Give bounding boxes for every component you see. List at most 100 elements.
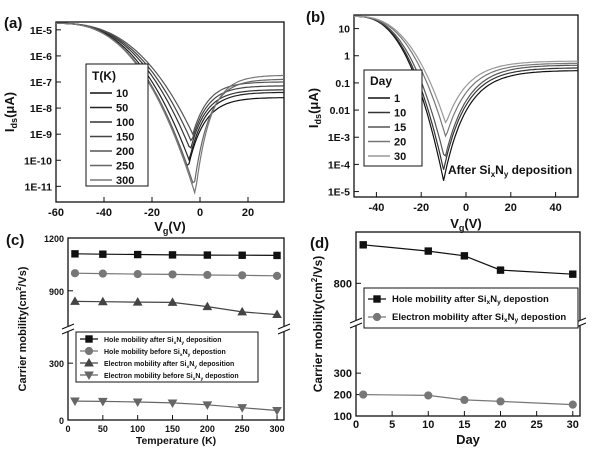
curve-series-1 — [354, 15, 578, 181]
legend-label: 20 — [394, 137, 406, 149]
y-tick-label: 0.1 — [335, 78, 350, 90]
panel-d-label: (d) — [310, 235, 329, 252]
x-tick-label: 150 — [165, 424, 180, 434]
legend-label: 10 — [394, 108, 406, 120]
x-tick-label: 300 — [270, 424, 285, 434]
y-tick-label: 1E-5 — [30, 25, 52, 37]
panel-d: (d) 100 200 300 800 0 5 10 15 20 25 30 Day Carrier… — [310, 231, 587, 447]
legend-label: 100 — [116, 117, 134, 129]
y-tick-label: 1E-10 — [24, 155, 52, 167]
marker-circle — [424, 391, 433, 400]
marker-square — [99, 250, 107, 258]
panel-c: (c) 0 300 900 1200 0 50 100 150 200 250 300 Temper… — [6, 232, 291, 447]
marker-square — [424, 247, 432, 255]
legend-label: Electron mobility after SixNy deposition — [104, 361, 234, 370]
y-tick-label: 1200 — [44, 234, 64, 244]
y-tick-label: 1E-11 — [25, 181, 53, 193]
marker-square — [359, 241, 367, 249]
marker-triangle-up — [202, 301, 213, 311]
panel-b-legend-title: Day — [370, 74, 392, 88]
x-tick-label: -40 — [368, 202, 384, 214]
marker-triangle-up — [132, 297, 143, 306]
legend-label: 150 — [116, 132, 134, 144]
panel-a-label: (a) — [4, 15, 22, 32]
curve-series-200 — [56, 22, 284, 136]
x-tick-label: -60 — [48, 207, 64, 219]
panel-c-break-gap-left — [62, 326, 74, 332]
panel-a-ylabel: Ids(μA) — [2, 92, 19, 132]
x-tick-label: 10 — [422, 419, 434, 431]
marker-square — [460, 252, 469, 260]
marker-triangle-down — [84, 371, 94, 381]
marker-square — [85, 335, 93, 343]
legend-label: 300 — [116, 175, 134, 187]
panel-a-legend: T(K) 10 50 100 150 200 250 300 — [85, 63, 149, 187]
panel-b-xlabel: Vg(V) — [450, 216, 482, 233]
y-tick-label: 1E-8 — [30, 103, 52, 115]
marker-square — [168, 251, 177, 259]
panel-c-label: (c) — [6, 232, 24, 249]
panel-d-break-mark-left-bottom — [349, 322, 363, 329]
y-tick-label: 100 — [334, 411, 352, 423]
panel-c-legend-box — [75, 331, 259, 383]
curve-series-30 — [354, 15, 578, 124]
series-line-3 — [74, 400, 278, 412]
panel-b-annotation: After SixNy deposition — [448, 163, 572, 179]
y-tick-label: 0 — [59, 416, 64, 426]
marker-square — [569, 270, 577, 278]
marker-triangle-down — [272, 407, 282, 416]
marker-triangle-down — [167, 399, 178, 408]
marker-circle — [272, 271, 282, 280]
y-tick-label: 900 — [49, 287, 64, 297]
marker-circle — [84, 346, 94, 356]
x-tick-label: 200 — [200, 424, 215, 434]
marker-circle — [359, 390, 368, 399]
marker-triangle-up — [167, 297, 178, 306]
marker-circle — [372, 312, 382, 322]
legend-label: Electron mobility after SixNy depostion — [392, 312, 566, 324]
marker-circle — [238, 271, 247, 280]
panel-d-legend: Hole mobility after SixNy depostion Elect… — [363, 287, 579, 329]
y-tick-label: 1 — [344, 51, 350, 63]
x-tick-label: -20 — [413, 202, 429, 214]
x-tick-label: 15 — [458, 419, 470, 431]
panel-a: (a) 1E-5 1E-6 1E-7 1E-8 1E-9 1E-10 1E-11 -60 -40… — [2, 15, 285, 236]
legend-label: 1 — [394, 93, 400, 105]
x-tick-label: 5 — [389, 419, 395, 431]
y-tick-label: 200 — [334, 390, 352, 402]
marker-triangle-up — [97, 296, 108, 306]
marker-circle — [98, 269, 107, 278]
marker-square — [133, 250, 142, 259]
x-tick-label: 20 — [505, 202, 517, 214]
x-tick-label: 25 — [531, 419, 543, 431]
panel-c-break-mark-right-top — [277, 323, 291, 330]
curve-series-15 — [354, 15, 578, 157]
legend-label: 15 — [394, 122, 406, 134]
x-tick-label: 0 — [353, 419, 359, 431]
legend-label: Hole mobility after SixNy depostion — [392, 294, 549, 306]
marker-triangle-down — [97, 397, 108, 407]
marker-triangle-down — [70, 397, 80, 407]
panel-c-break-gap-right — [278, 326, 290, 332]
panel-d-xlabel: Day — [456, 432, 481, 447]
y-tick-label: 1E-7 — [30, 77, 52, 89]
marker-circle — [70, 269, 80, 278]
legend-label: 250 — [116, 161, 134, 173]
x-tick-label: 0 — [65, 424, 70, 434]
marker-triangle-up — [272, 309, 282, 319]
legend-label: 30 — [394, 151, 406, 163]
curve-series-10 — [354, 15, 578, 170]
legend-label: 10 — [116, 88, 128, 100]
panel-b: (b) 10 1 0.1 0.01 1E-3 1E-4 1E-5 -40 -20 0 20 40 Vg… — [306, 9, 579, 233]
panel-b-legend: Day 1 10 15 20 30 — [363, 69, 423, 167]
marker-square — [496, 266, 505, 274]
marker-triangle-down — [202, 401, 213, 410]
x-tick-label: 100 — [130, 424, 145, 434]
marker-triangle-up — [70, 296, 80, 305]
y-tick-label: 800 — [334, 278, 352, 290]
y-tick-label: 1E-4 — [328, 159, 350, 171]
marker-circle — [460, 395, 469, 405]
marker-triangle-up — [84, 357, 94, 367]
y-tick-label: 300 — [334, 368, 352, 380]
